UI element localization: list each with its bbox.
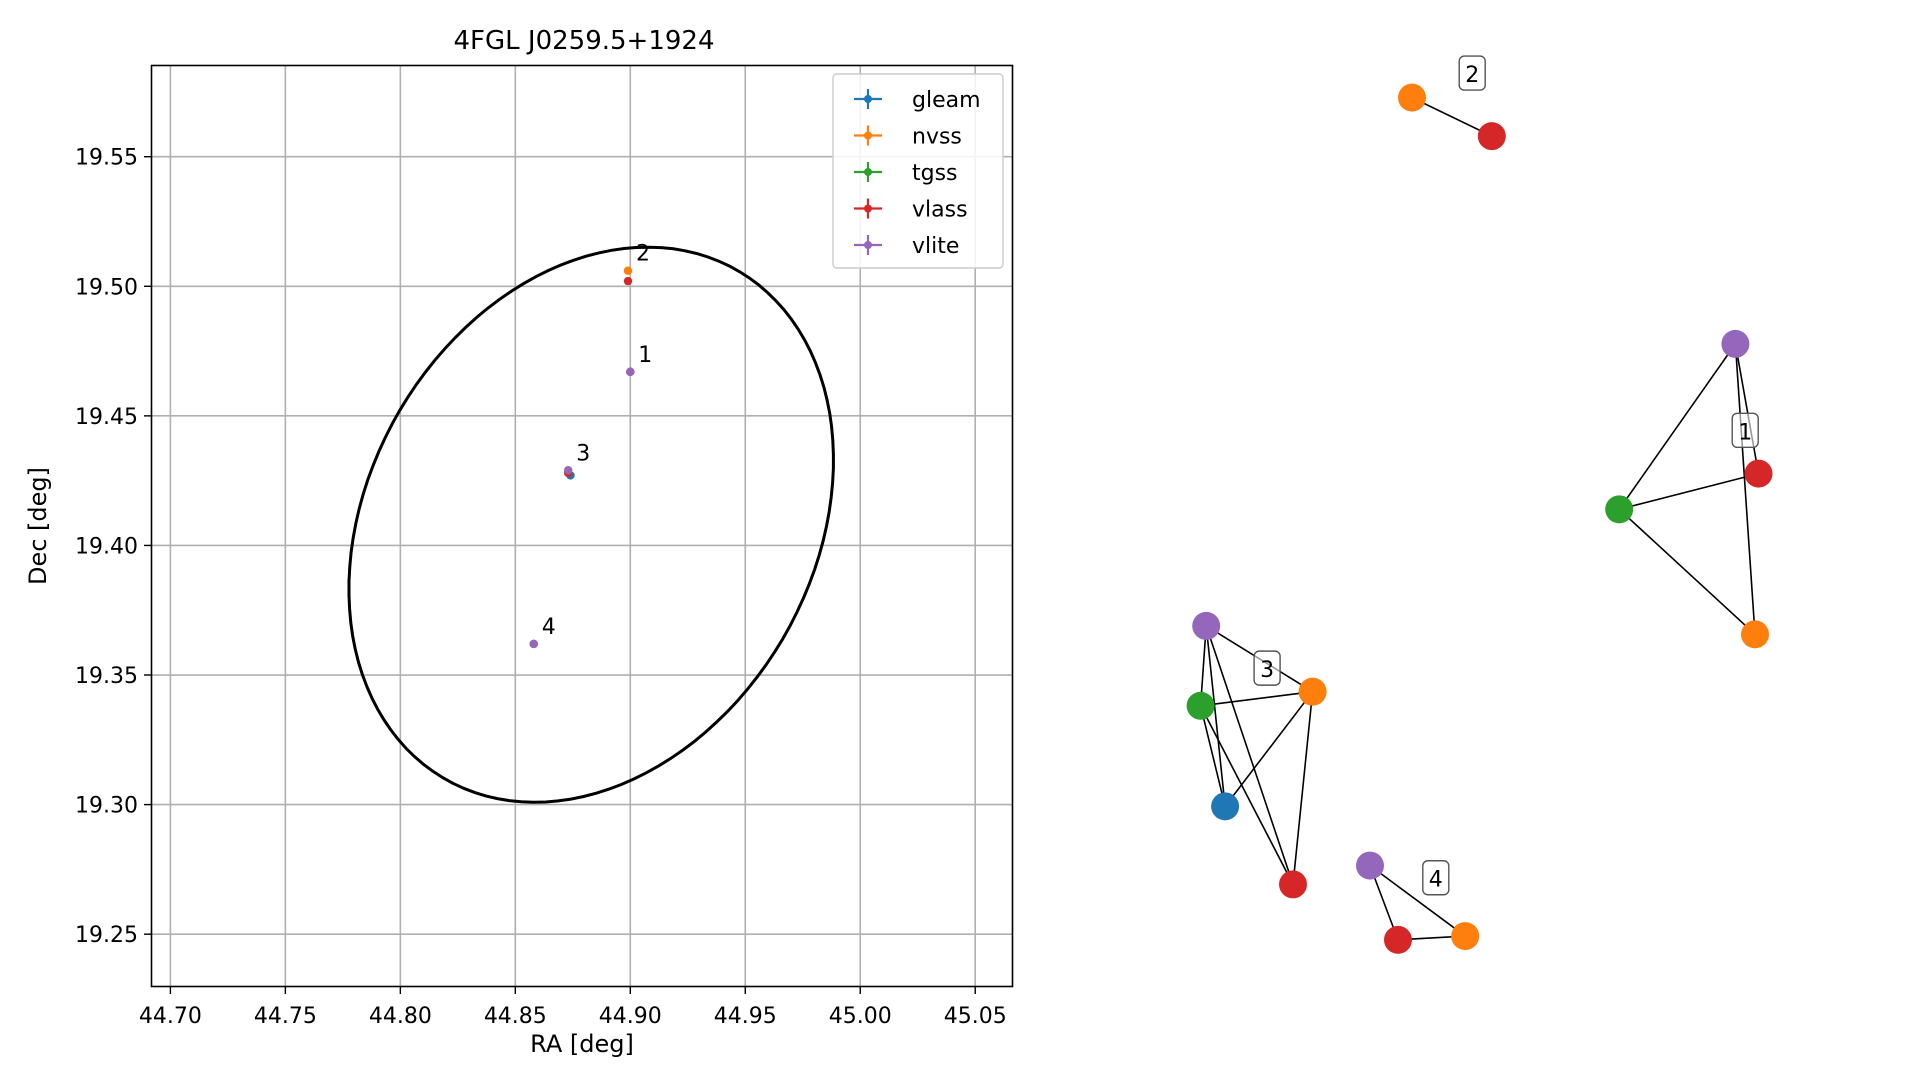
graph-node-tgss xyxy=(1605,495,1634,524)
x-axis-label: RA [deg] xyxy=(530,1030,634,1058)
graph-node-vlite xyxy=(1192,611,1221,640)
graph-node-vlass xyxy=(1744,459,1773,488)
cluster-label-box xyxy=(1731,412,1759,448)
legend-label: nvss xyxy=(912,125,962,150)
graph-edge xyxy=(1200,690,1313,707)
legend-label: vlite xyxy=(912,234,959,259)
graph-node-vlite xyxy=(1721,329,1750,358)
legend: gleam nvss tgss vlass vlite xyxy=(832,73,1004,269)
y-tick-label: 19.30 xyxy=(75,794,138,819)
network-label-layer: 1 2 3 4 xyxy=(1253,55,1759,896)
legend-entry-gleam: gleam xyxy=(854,88,981,113)
node-layer xyxy=(1186,83,1773,954)
cluster-label: 2 xyxy=(636,242,650,267)
legend-marker xyxy=(864,131,872,140)
graph-cluster-label: 3 xyxy=(1260,658,1274,683)
legend-marker xyxy=(864,204,872,213)
legend-box xyxy=(832,73,1004,269)
points-layer xyxy=(529,266,635,649)
graph-node-nvss xyxy=(1398,83,1426,112)
legend-entry-nvss: nvss xyxy=(854,125,962,150)
y-axis-label: Dec [deg] xyxy=(24,467,52,585)
legend-label: vlass xyxy=(912,198,968,223)
cluster-label: 4 xyxy=(542,615,556,640)
error-ellipse-layer xyxy=(347,245,835,804)
graph-node-tgss xyxy=(1186,691,1215,720)
point-vlass xyxy=(623,276,633,286)
point-nvss xyxy=(623,266,633,275)
x-axis-ticks: 44.70 44.75 44.80 44.85 44.90 44.95 45.00 45.05 xyxy=(139,986,1007,1029)
point-vlite xyxy=(626,367,635,377)
graph-node-nvss xyxy=(1741,620,1769,649)
chart-title: 4FGL J0259.5+1924 xyxy=(454,26,715,56)
x-tick-label: 44.90 xyxy=(599,1004,662,1029)
legend-label: tgss xyxy=(912,161,958,186)
y-axis-ticks: 19.25 19.30 19.35 19.40 19.45 19.50 19.55 xyxy=(75,146,152,948)
y-tick-label: 19.45 xyxy=(75,405,138,430)
graph-node-vlite xyxy=(1356,851,1384,880)
y-tick-label: 19.35 xyxy=(75,664,138,689)
y-tick-label: 19.25 xyxy=(75,923,138,948)
legend-entry-vlite: vlite xyxy=(854,234,959,259)
error-ellipse xyxy=(347,245,835,804)
y-tick-label: 19.55 xyxy=(75,146,138,171)
y-tick-label: 19.40 xyxy=(75,534,138,559)
x-tick-label: 44.95 xyxy=(714,1004,777,1029)
graph-edge xyxy=(1619,472,1759,511)
graph-edge xyxy=(1411,96,1493,137)
point-vlite xyxy=(564,466,573,475)
graph-edge xyxy=(1199,705,1294,885)
legend-marker xyxy=(864,168,872,176)
x-tick-label: 44.70 xyxy=(139,1004,202,1029)
cluster-label-box xyxy=(1253,650,1281,686)
graph-edge xyxy=(1292,691,1314,885)
x-tick-label: 44.85 xyxy=(484,1004,547,1029)
graph-edge xyxy=(1205,625,1294,885)
graph-edge xyxy=(1734,343,1760,474)
grid xyxy=(152,66,1012,986)
graph-node-gleam xyxy=(1211,792,1240,821)
graph-edge xyxy=(1618,343,1737,510)
cluster-label: 3 xyxy=(576,441,590,466)
graph-edge xyxy=(1224,691,1314,807)
graph-edge xyxy=(1734,343,1756,635)
cluster-label-layer: 1 2 3 4 xyxy=(542,242,653,640)
graph-edge xyxy=(1199,705,1226,807)
graph-edge xyxy=(1205,625,1226,807)
legend-label: gleam xyxy=(912,88,981,113)
graph-node-nvss xyxy=(1451,922,1480,951)
legend-marker xyxy=(864,95,872,103)
legend-entries: gleam nvss tgss vlass vlite xyxy=(854,88,981,259)
y-tick-label: 19.50 xyxy=(75,275,138,300)
graph-cluster-label: 1 xyxy=(1738,420,1752,445)
graph-edge xyxy=(1618,508,1756,635)
legend-marker xyxy=(864,241,872,249)
network-graph: 1 2 3 4 xyxy=(1186,55,1773,954)
graph-node-vlass xyxy=(1384,925,1412,954)
graph-node-vlass xyxy=(1279,870,1307,899)
graph-node-vlass xyxy=(1477,122,1506,151)
x-tick-label: 44.80 xyxy=(369,1004,432,1029)
graph-cluster-label: 4 xyxy=(1429,868,1443,893)
cluster-label-box xyxy=(1422,860,1450,896)
legend-entry-tgss: tgss xyxy=(854,161,958,186)
cluster-label: 1 xyxy=(638,343,652,368)
plot-frame xyxy=(150,64,1014,988)
point-vlite xyxy=(529,639,538,649)
x-tick-label: 45.00 xyxy=(829,1004,892,1029)
x-tick-label: 44.75 xyxy=(254,1004,317,1029)
graph-cluster-label: 2 xyxy=(1465,63,1479,88)
cluster-label-box xyxy=(1458,55,1486,91)
graph-edge xyxy=(1369,864,1466,937)
legend-entry-vlass: vlass xyxy=(854,198,968,223)
graph-node-nvss xyxy=(1298,677,1327,706)
x-tick-label: 45.05 xyxy=(944,1004,1007,1029)
